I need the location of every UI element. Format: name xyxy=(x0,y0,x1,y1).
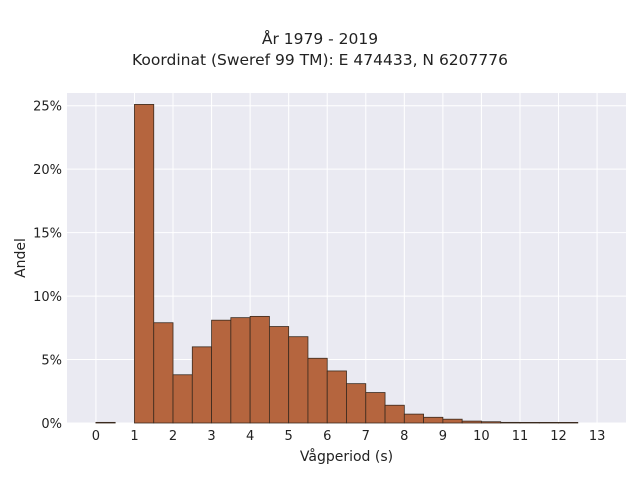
chart-subtitle: Koordinat (Sweref 99 TM): E 474433, N 62… xyxy=(132,51,508,69)
x-tick-label: 0 xyxy=(92,429,100,444)
x-tick-label: 3 xyxy=(207,429,215,444)
histogram-bar xyxy=(500,421,521,424)
histogram-bar xyxy=(211,319,232,424)
histogram-bar xyxy=(558,421,579,424)
y-tick-label: 20% xyxy=(33,163,62,178)
x-tick-label: 9 xyxy=(439,429,447,444)
y-tick-label: 5% xyxy=(41,354,62,369)
histogram-bar xyxy=(442,418,463,424)
histogram-bar xyxy=(230,317,251,424)
histogram-bar xyxy=(461,420,482,424)
y-tick-label: 10% xyxy=(33,290,62,305)
x-tick-label: 13 xyxy=(589,429,606,444)
histogram-bar xyxy=(95,421,116,424)
histogram-bar xyxy=(307,357,328,424)
histogram-bar xyxy=(268,326,290,424)
histogram-bar xyxy=(249,315,270,424)
y-axis-ticks: 0% 5% 10% 15% 20% 25% xyxy=(33,100,62,432)
histogram-bar xyxy=(365,392,386,424)
x-tick-label: 10 xyxy=(473,429,490,444)
histogram-bar xyxy=(153,322,174,424)
histogram-bar xyxy=(191,346,212,424)
histogram-bar xyxy=(403,413,425,424)
x-tick-label: 5 xyxy=(285,429,293,444)
histogram-bar xyxy=(538,421,559,424)
y-tick-label: 25% xyxy=(33,100,62,115)
x-axis-label: Vågperiod (s) xyxy=(300,448,393,465)
x-axis-ticks: 0 1 2 3 4 5 6 7 8 9 10 11 12 13 xyxy=(92,429,606,444)
x-tick-label: 8 xyxy=(400,429,408,444)
histogram-bar xyxy=(346,383,367,424)
histogram-bar xyxy=(384,404,405,424)
x-tick-label: 12 xyxy=(550,429,567,444)
histogram-bar xyxy=(423,416,444,424)
chart-title: År 1979 - 2019 xyxy=(261,30,379,48)
histogram-bar xyxy=(288,336,309,424)
x-tick-label: 2 xyxy=(169,429,177,444)
y-tick-label: 0% xyxy=(41,417,62,432)
x-tick-label: 4 xyxy=(246,429,254,444)
y-tick-label: 15% xyxy=(33,227,62,242)
histogram-bar xyxy=(172,374,193,424)
histogram-bar xyxy=(326,370,347,424)
histogram-bar xyxy=(519,421,540,424)
histogram-bar xyxy=(481,421,502,424)
x-tick-label: 1 xyxy=(130,429,138,444)
bars xyxy=(95,104,579,424)
x-tick-label: 6 xyxy=(323,429,331,444)
histogram-bar xyxy=(134,104,155,424)
y-axis-label: Andel xyxy=(13,238,29,278)
x-tick-label: 11 xyxy=(512,429,529,444)
x-tick-label: 7 xyxy=(362,429,370,444)
